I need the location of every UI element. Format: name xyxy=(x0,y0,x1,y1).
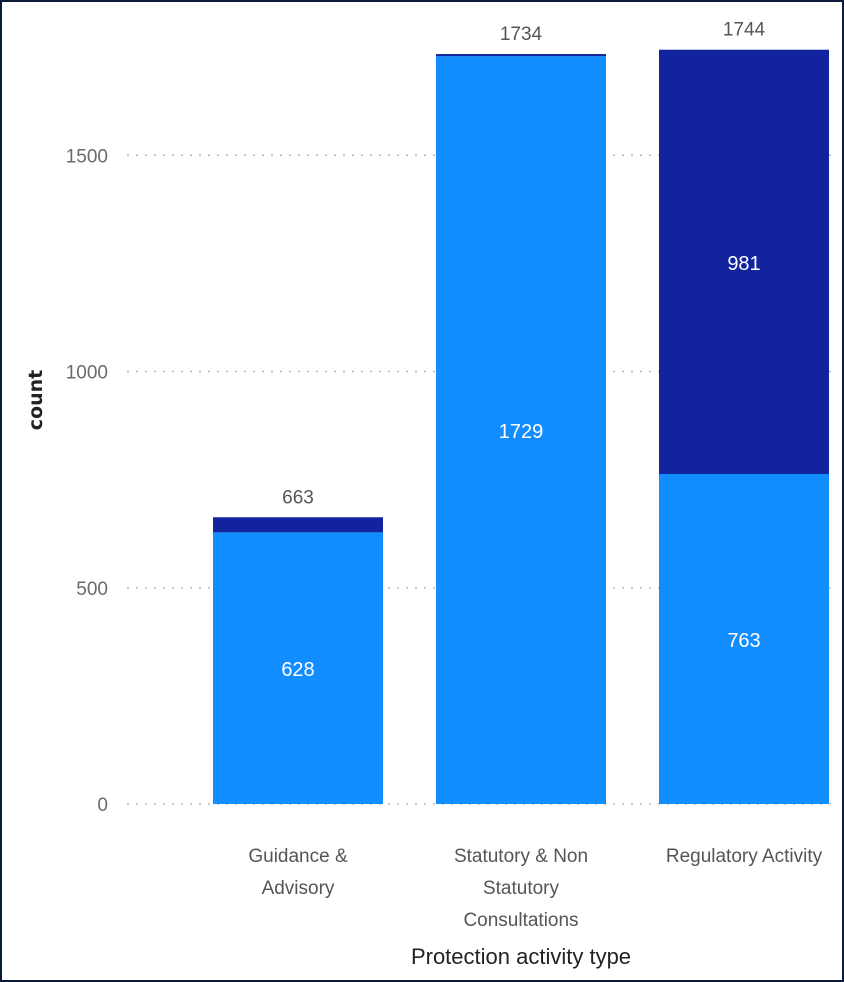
bar-segment xyxy=(659,474,829,804)
bar-segment xyxy=(213,532,383,804)
y-tick-label: 500 xyxy=(76,579,108,600)
bar-segment xyxy=(659,49,829,475)
bar-value-label: 981 xyxy=(727,253,760,275)
x-category-label-line: Statutory & Non xyxy=(454,846,588,867)
bars xyxy=(213,49,829,804)
bar-total-label: 1744 xyxy=(723,20,766,41)
x-category-label-line: Statutory xyxy=(483,878,560,899)
bar-segment xyxy=(213,517,383,533)
bar-segment xyxy=(436,56,606,804)
x-category-label-line: Regulatory Activity xyxy=(666,846,823,867)
y-tick-label: 1000 xyxy=(66,363,108,384)
x-axis-title: Protection activity type xyxy=(411,944,631,969)
y-axis-title: count xyxy=(25,370,47,430)
bar-total-label: 1734 xyxy=(500,24,543,45)
x-category-label: Regulatory Activity xyxy=(666,846,823,867)
y-axis-ticks: 0 500 1000 1500 xyxy=(66,146,108,816)
x-category-label: Guidance & Advisory xyxy=(248,846,348,899)
x-category-label: Statutory & Non Statutory Consultations xyxy=(454,846,588,931)
bar-value-label: 1729 xyxy=(499,421,544,443)
x-category-label-line: Consultations xyxy=(463,910,578,931)
y-tick-label: 1500 xyxy=(66,146,108,167)
bar-segment xyxy=(436,54,606,57)
bar-value-label: 763 xyxy=(727,630,760,652)
bar-total-label: 663 xyxy=(282,487,314,508)
data-labels: 628 663 1729 1734 763 981 1744 xyxy=(281,20,765,681)
x-category-label-line: Advisory xyxy=(262,878,335,899)
bar-value-label: 628 xyxy=(281,659,314,681)
y-tick-label: 0 xyxy=(97,795,108,816)
x-category-label-line: Guidance & xyxy=(248,846,348,867)
